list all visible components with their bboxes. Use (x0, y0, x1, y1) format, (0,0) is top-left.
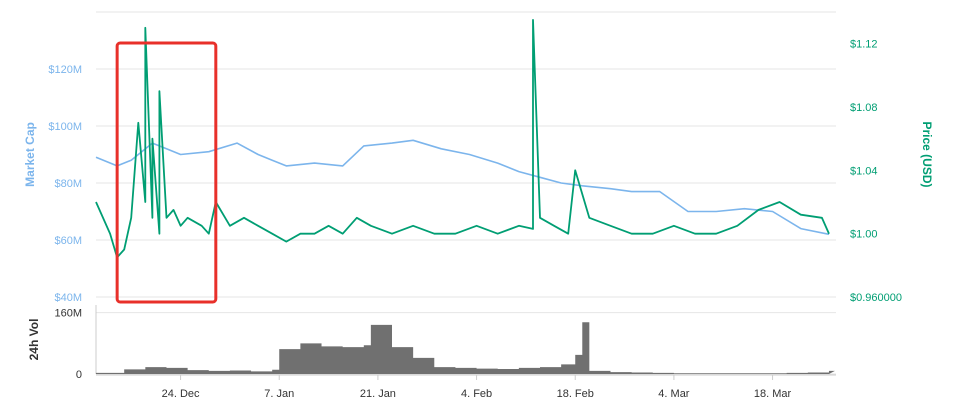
left-tick-label: $60M (54, 235, 82, 247)
volume-axis-title: 24h Vol (27, 319, 41, 361)
left-axis-title: Market Cap (23, 122, 37, 187)
x-tick-label: 4. Feb (461, 388, 492, 400)
right-tick-label: $0.960000 (850, 292, 902, 304)
volume-bars (96, 322, 835, 374)
highlight-box (115, 41, 218, 304)
right-axis-title: Price (USD) (920, 121, 934, 187)
x-tick-label: 18. Feb (557, 388, 594, 400)
x-tick-label: 24. Dec (162, 388, 200, 400)
left-tick-label: $80M (54, 178, 82, 190)
right-tick-label: $1.08 (850, 102, 878, 114)
left-tick-label: $40M (54, 292, 82, 304)
market-cap-line (95, 139, 830, 236)
x-tick-label: 18. Mar (754, 388, 792, 400)
volume-tick-label: 0 (76, 369, 82, 381)
left-tick-label: $120M (48, 64, 82, 76)
price-line (95, 19, 830, 259)
volume-tick-label: 160M (54, 308, 82, 320)
x-tick-label: 7. Jan (264, 388, 294, 400)
right-tick-label: $1.00 (850, 229, 878, 241)
right-tick-label: $1.04 (850, 165, 878, 177)
right-tick-label: $1.12 (850, 39, 878, 51)
left-tick-label: $100M (48, 121, 82, 133)
x-tick-label: 4. Mar (658, 388, 690, 400)
x-tick-label: 21. Jan (360, 388, 396, 400)
